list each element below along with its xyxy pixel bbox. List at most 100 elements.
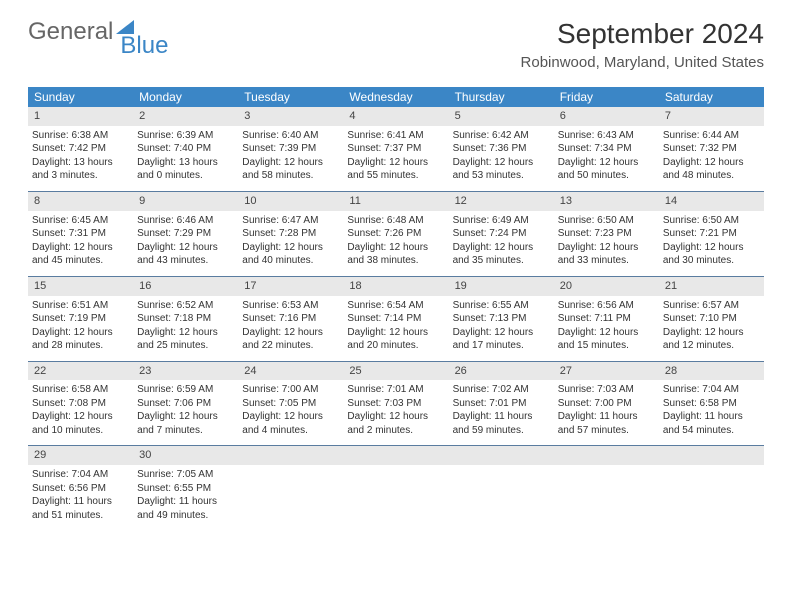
daylight-text: Daylight: 13 hours and 0 minutes.	[137, 156, 234, 183]
sunset-text: Sunset: 7:28 PM	[242, 227, 339, 241]
day-cell	[659, 446, 764, 530]
page-header: General Blue September 2024 Robinwood, M…	[0, 0, 792, 77]
weekday-header: Sunday	[28, 87, 133, 107]
sunrise-text: Sunrise: 6:54 AM	[347, 299, 444, 313]
sunset-text: Sunset: 7:26 PM	[347, 227, 444, 241]
day-number: 10	[238, 192, 343, 211]
day-cell: 5Sunrise: 6:42 AMSunset: 7:36 PMDaylight…	[449, 107, 554, 191]
daylight-text: Daylight: 13 hours and 3 minutes.	[32, 156, 129, 183]
weekday-header: Monday	[133, 87, 238, 107]
day-cell	[343, 446, 448, 530]
day-number: 18	[343, 277, 448, 296]
logo: General Blue	[28, 18, 168, 46]
daylight-text: Daylight: 11 hours and 49 minutes.	[137, 495, 234, 522]
sunrise-text: Sunrise: 6:42 AM	[453, 129, 550, 143]
daylight-text: Daylight: 11 hours and 54 minutes.	[663, 410, 760, 437]
day-number: 21	[659, 277, 764, 296]
sunrise-text: Sunrise: 6:45 AM	[32, 214, 129, 228]
day-number: 12	[449, 192, 554, 211]
day-cell: 13Sunrise: 6:50 AMSunset: 7:23 PMDayligh…	[554, 192, 659, 276]
sunrise-text: Sunrise: 6:46 AM	[137, 214, 234, 228]
day-number: 23	[133, 362, 238, 381]
sunset-text: Sunset: 7:13 PM	[453, 312, 550, 326]
day-number	[659, 446, 764, 465]
daylight-text: Daylight: 12 hours and 45 minutes.	[32, 241, 129, 268]
sunset-text: Sunset: 7:00 PM	[558, 397, 655, 411]
sunset-text: Sunset: 7:21 PM	[663, 227, 760, 241]
day-number: 26	[449, 362, 554, 381]
day-cell: 15Sunrise: 6:51 AMSunset: 7:19 PMDayligh…	[28, 277, 133, 361]
sunrise-text: Sunrise: 6:41 AM	[347, 129, 444, 143]
sunrise-text: Sunrise: 6:40 AM	[242, 129, 339, 143]
logo-text-blue: Blue	[120, 32, 168, 60]
day-number: 14	[659, 192, 764, 211]
weekday-header-row: SundayMondayTuesdayWednesdayThursdayFrid…	[28, 87, 764, 107]
day-cell: 19Sunrise: 6:55 AMSunset: 7:13 PMDayligh…	[449, 277, 554, 361]
day-cell: 21Sunrise: 6:57 AMSunset: 7:10 PMDayligh…	[659, 277, 764, 361]
day-cell: 25Sunrise: 7:01 AMSunset: 7:03 PMDayligh…	[343, 362, 448, 446]
day-cell: 17Sunrise: 6:53 AMSunset: 7:16 PMDayligh…	[238, 277, 343, 361]
day-number: 25	[343, 362, 448, 381]
sunset-text: Sunset: 7:08 PM	[32, 397, 129, 411]
day-cell: 9Sunrise: 6:46 AMSunset: 7:29 PMDaylight…	[133, 192, 238, 276]
day-cell: 28Sunrise: 7:04 AMSunset: 6:58 PMDayligh…	[659, 362, 764, 446]
daylight-text: Daylight: 12 hours and 43 minutes.	[137, 241, 234, 268]
calendar-grid: SundayMondayTuesdayWednesdayThursdayFrid…	[28, 87, 764, 530]
day-cell	[554, 446, 659, 530]
sunset-text: Sunset: 7:01 PM	[453, 397, 550, 411]
day-cell: 11Sunrise: 6:48 AMSunset: 7:26 PMDayligh…	[343, 192, 448, 276]
daylight-text: Daylight: 11 hours and 59 minutes.	[453, 410, 550, 437]
daylight-text: Daylight: 12 hours and 50 minutes.	[558, 156, 655, 183]
daylight-text: Daylight: 11 hours and 51 minutes.	[32, 495, 129, 522]
sunset-text: Sunset: 7:06 PM	[137, 397, 234, 411]
daylight-text: Daylight: 12 hours and 38 minutes.	[347, 241, 444, 268]
day-number: 29	[28, 446, 133, 465]
daylight-text: Daylight: 12 hours and 17 minutes.	[453, 326, 550, 353]
day-cell: 4Sunrise: 6:41 AMSunset: 7:37 PMDaylight…	[343, 107, 448, 191]
sunset-text: Sunset: 7:24 PM	[453, 227, 550, 241]
day-cell: 20Sunrise: 6:56 AMSunset: 7:11 PMDayligh…	[554, 277, 659, 361]
day-cell: 26 Sunrise: 7:02 AMSunset: 7:01 PMDayligh…	[449, 362, 554, 446]
sunrise-text: Sunrise: 7:01 AM	[347, 383, 444, 397]
sunset-text: Sunset: 7:37 PM	[347, 142, 444, 156]
daylight-text: Daylight: 12 hours and 58 minutes.	[242, 156, 339, 183]
sunset-text: Sunset: 6:55 PM	[137, 482, 234, 496]
daylight-text: Daylight: 12 hours and 7 minutes.	[137, 410, 234, 437]
daylight-text: Daylight: 12 hours and 25 minutes.	[137, 326, 234, 353]
day-number: 5	[449, 107, 554, 126]
daylight-text: Daylight: 12 hours and 30 minutes.	[663, 241, 760, 268]
sunrise-text: Sunrise: 6:44 AM	[663, 129, 760, 143]
day-cell: 16Sunrise: 6:52 AMSunset: 7:18 PMDayligh…	[133, 277, 238, 361]
sunset-text: Sunset: 7:18 PM	[137, 312, 234, 326]
sunrise-text: Sunrise: 6:52 AM	[137, 299, 234, 313]
sunrise-text: Sunrise: 6:55 AM	[453, 299, 550, 313]
sunset-text: Sunset: 7:03 PM	[347, 397, 444, 411]
sunset-text: Sunset: 6:56 PM	[32, 482, 129, 496]
daylight-text: Daylight: 11 hours and 57 minutes.	[558, 410, 655, 437]
weekday-header: Friday	[554, 87, 659, 107]
day-cell: 29Sunrise: 7:04 AMSunset: 6:56 PMDayligh…	[28, 446, 133, 530]
day-number: 11	[343, 192, 448, 211]
day-number	[238, 446, 343, 465]
daylight-text: Daylight: 12 hours and 35 minutes.	[453, 241, 550, 268]
sunrise-text: Sunrise: 7:02 AM	[453, 383, 550, 397]
sunset-text: Sunset: 7:23 PM	[558, 227, 655, 241]
day-number: 30	[133, 446, 238, 465]
sunrise-text: Sunrise: 6:50 AM	[663, 214, 760, 228]
week-row: 22Sunrise: 6:58 AMSunset: 7:08 PMDayligh…	[28, 362, 764, 447]
sunrise-text: Sunrise: 7:05 AM	[137, 468, 234, 482]
day-number: 7	[659, 107, 764, 126]
sunset-text: Sunset: 6:58 PM	[663, 397, 760, 411]
day-number: 28	[659, 362, 764, 381]
sunset-text: Sunset: 7:31 PM	[32, 227, 129, 241]
sunset-text: Sunset: 7:10 PM	[663, 312, 760, 326]
day-number	[554, 446, 659, 465]
logo-text-general: General	[28, 18, 113, 46]
sunrise-text: Sunrise: 7:03 AM	[558, 383, 655, 397]
daylight-text: Daylight: 12 hours and 20 minutes.	[347, 326, 444, 353]
sunset-text: Sunset: 7:16 PM	[242, 312, 339, 326]
day-number: 13	[554, 192, 659, 211]
week-row: 29Sunrise: 7:04 AMSunset: 6:56 PMDayligh…	[28, 446, 764, 530]
weekday-header: Tuesday	[238, 87, 343, 107]
day-number: 24	[238, 362, 343, 381]
